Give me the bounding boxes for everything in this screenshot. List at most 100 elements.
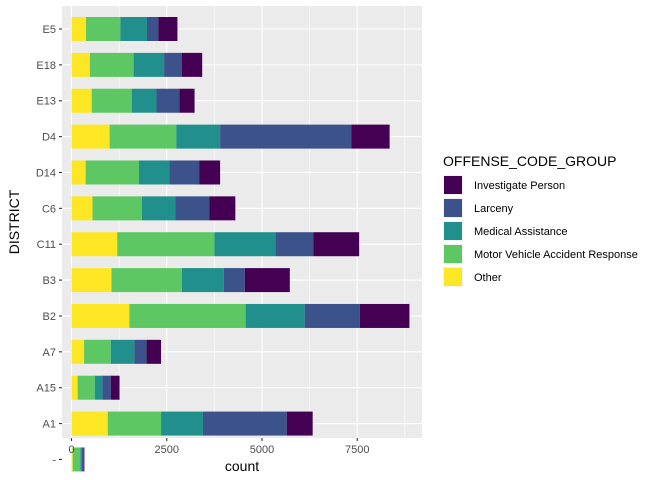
bar-segment <box>80 447 82 472</box>
bar-segment <box>351 124 390 149</box>
x-tick-label: 0 <box>68 444 74 456</box>
bar-segment <box>134 339 147 364</box>
bar-segment <box>131 88 157 113</box>
bar-segment <box>84 339 111 364</box>
bar-segment <box>142 196 176 221</box>
bar-segment <box>81 447 85 472</box>
legend-label: Investigate Person <box>474 180 565 192</box>
bar-segment <box>117 232 215 257</box>
bar-segment <box>86 17 121 41</box>
bar-segment <box>133 52 165 77</box>
y-tick-label: B3 <box>43 275 56 287</box>
bar-segment <box>164 52 182 77</box>
legend-label: Larceny <box>474 203 514 215</box>
bar-segment <box>89 52 134 77</box>
bar-segment <box>72 447 81 472</box>
y-tick-label: C11 <box>37 239 56 251</box>
bar-segment <box>214 232 276 257</box>
bar-segment <box>161 411 203 436</box>
y-tick-label: E5 <box>43 24 56 36</box>
bar-segment <box>94 375 103 400</box>
legend-key <box>444 199 462 217</box>
y-axis: - A1 A15 A7 B2 B3 C11 C6 D14 D4 E13 E18 E5 <box>36 24 62 466</box>
legend-key <box>444 245 462 263</box>
legend-label: Motor Vehicle Accident Response <box>474 249 638 261</box>
bar-segment <box>71 160 86 185</box>
bar-segment <box>244 268 290 293</box>
bar-segment <box>71 375 78 400</box>
bar-segment <box>158 17 178 41</box>
legend-label: Medical Assistance <box>474 226 568 238</box>
y-tick-label: A7 <box>43 347 56 359</box>
bar-segment <box>245 303 305 328</box>
y-tick-label: E18 <box>36 60 56 72</box>
bar-segment <box>182 268 224 293</box>
bar-segment <box>304 303 360 328</box>
bar-segment <box>77 375 95 400</box>
x-axis: 0 2500 5000 7500 <box>68 438 369 456</box>
bar-segment <box>199 160 221 185</box>
bar-segment <box>71 52 90 77</box>
x-tick-label: 5000 <box>250 444 274 456</box>
legend-title: OFFENSE_CODE_GROUP <box>443 153 616 169</box>
bar-segment <box>71 339 85 364</box>
y-tick-label: - <box>52 454 56 466</box>
bar-segment <box>179 88 195 113</box>
y-tick-label: C6 <box>42 203 56 215</box>
bar-segment <box>71 232 118 257</box>
grid-minor <box>118 6 406 438</box>
bar-segment <box>102 375 111 400</box>
legend-key <box>444 176 462 194</box>
bar-segment <box>110 375 120 400</box>
bar-segment <box>169 160 200 185</box>
legend-label: Other <box>474 272 502 284</box>
bar-segment <box>120 17 147 41</box>
bar-segment <box>202 411 287 436</box>
bar-segment <box>138 160 170 185</box>
bar-segment <box>85 160 139 185</box>
bar-segment <box>176 124 221 149</box>
bar-segment <box>71 268 112 293</box>
bar-segment <box>156 88 180 113</box>
y-tick-label: B2 <box>43 311 56 323</box>
bar-segment <box>71 411 108 436</box>
bar-segment <box>146 17 159 41</box>
bar-segment <box>359 303 410 328</box>
bar-segment <box>109 124 177 149</box>
x-tick-label: 2500 <box>155 444 179 456</box>
bar-segment <box>71 17 86 41</box>
legend-key <box>444 222 462 240</box>
y-tick-label: D4 <box>42 132 56 144</box>
x-axis-title: count <box>225 458 259 474</box>
y-tick-label: E13 <box>36 96 56 108</box>
bar-segment <box>71 124 110 149</box>
y-axis-title: DISTRICT <box>6 189 22 254</box>
bar-segment <box>92 196 142 221</box>
legend: OFFENSE_CODE_GROUP Investigate Person Lar… <box>443 153 638 287</box>
bar-segment <box>182 52 203 77</box>
bar-segment <box>220 124 352 149</box>
bar-segment <box>275 232 314 257</box>
bar-segment <box>107 411 162 436</box>
bar-segment <box>223 268 245 293</box>
bars <box>71 17 410 472</box>
bar-segment <box>111 268 182 293</box>
bar-segment <box>91 88 132 113</box>
legend-key <box>444 268 462 286</box>
bar-segment <box>129 303 246 328</box>
bar-segment <box>313 232 360 257</box>
bar-segment <box>175 196 210 221</box>
panel-background <box>62 6 422 438</box>
bar-segment <box>71 88 92 113</box>
bar-segment <box>110 339 135 364</box>
y-tick-label: A1 <box>43 419 56 431</box>
bar-segment <box>71 447 73 472</box>
y-tick-label: D14 <box>36 167 56 179</box>
bar-segment <box>209 196 236 221</box>
bar-segment <box>146 339 162 364</box>
bar-segment <box>71 196 93 221</box>
y-tick-label: A15 <box>36 383 56 395</box>
bar-segment <box>286 411 313 436</box>
x-tick-label: 7500 <box>345 444 369 456</box>
